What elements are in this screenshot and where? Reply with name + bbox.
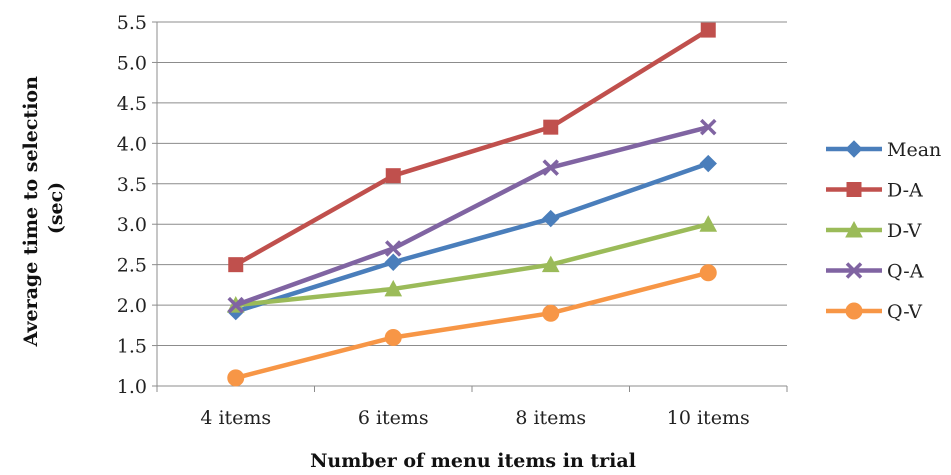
y-tick-label: 3.0 <box>117 214 147 236</box>
legend-item-q-v: Q-V <box>826 301 922 323</box>
x-marker-stroke <box>845 262 863 279</box>
diamond-marker <box>542 209 560 228</box>
diamond-marker <box>384 253 402 271</box>
legend-label: Mean <box>887 139 941 161</box>
legend-label: Q-A <box>887 261 924 283</box>
x-tick-label: 10 items <box>667 407 750 429</box>
series-line-q-a <box>234 124 709 308</box>
series-line-q-v <box>235 270 709 381</box>
legend-item-mean: Mean <box>826 139 941 161</box>
triangle-marker <box>384 279 403 297</box>
y-tick-label: 5.0 <box>117 52 147 74</box>
circle-marker <box>227 369 245 387</box>
circle-marker <box>384 328 402 346</box>
series-mean <box>227 154 717 321</box>
triangle-marker <box>845 220 863 238</box>
x-marker <box>700 118 717 136</box>
y-tick-labels: 1.0 1.5 2.0 2.5 3.0 3.5 4.0 4.5 5.0 5.5 <box>117 12 147 398</box>
x-axis-title: Number of menu items in trial <box>310 450 636 472</box>
series-q-v <box>227 264 717 387</box>
x-marker-stroke <box>700 118 717 136</box>
triangle-marker <box>541 255 560 273</box>
x-tick-labels: 4 items 6 items 8 items 10 items <box>200 407 749 429</box>
legend-item-q-a: Q-A <box>826 261 924 283</box>
y-tick-label: 5.5 <box>117 12 147 34</box>
y-axis-title: Average time to selection (sec) <box>20 69 67 347</box>
legend-item-d-a: D-A <box>826 180 923 202</box>
diamond-marker <box>845 140 863 158</box>
square-marker <box>228 257 244 273</box>
x-tick-label: 6 items <box>358 407 429 429</box>
y-tick-label: 1.0 <box>117 376 147 398</box>
legend: Mean D-A D-V Q-A Q-V <box>826 139 941 323</box>
x-marker <box>227 296 244 314</box>
x-tick-label: 4 items <box>200 407 271 429</box>
legend-item-d-v: D-V <box>826 220 922 242</box>
legend-label: D-V <box>887 220 922 242</box>
circle-marker <box>542 304 560 322</box>
x-marker-stroke <box>227 296 244 314</box>
y-tick-label: 2.5 <box>117 255 147 277</box>
x-marker <box>542 159 559 176</box>
triangle-marker <box>699 215 718 232</box>
square-marker <box>543 119 559 135</box>
series-line-d-a <box>234 28 710 267</box>
legend-label: D-A <box>887 180 923 202</box>
x-marker-stroke <box>385 240 402 257</box>
square-marker <box>846 182 862 197</box>
x-marker <box>385 240 402 257</box>
square-marker <box>385 168 401 184</box>
series-d-a <box>228 22 716 273</box>
x-tick-label: 8 items <box>515 407 586 429</box>
y-tick-label: 4.5 <box>117 93 147 115</box>
y-axis-title-line-1: Average time to selection <box>20 76 42 348</box>
circle-marker <box>699 264 717 282</box>
diamond-marker <box>699 154 717 173</box>
y-tick-label: 3.5 <box>117 174 147 196</box>
circle-marker <box>845 302 863 320</box>
legend-label: Q-V <box>887 301 922 323</box>
y-axis-title-line-2: (sec) <box>45 182 67 234</box>
x-marker <box>845 262 863 279</box>
square-marker <box>700 22 716 38</box>
gridlines <box>157 21 787 347</box>
y-tick-label: 4.0 <box>117 133 147 155</box>
series-group <box>226 22 718 387</box>
series-line-d-v <box>235 222 709 308</box>
series-q-a <box>227 118 717 314</box>
y-tick-label: 2.0 <box>117 295 147 317</box>
series-line-mean <box>235 161 709 314</box>
axes <box>152 21 788 392</box>
y-tick-label: 1.5 <box>117 336 147 358</box>
x-marker-stroke <box>542 159 559 176</box>
series-d-v <box>226 215 718 313</box>
